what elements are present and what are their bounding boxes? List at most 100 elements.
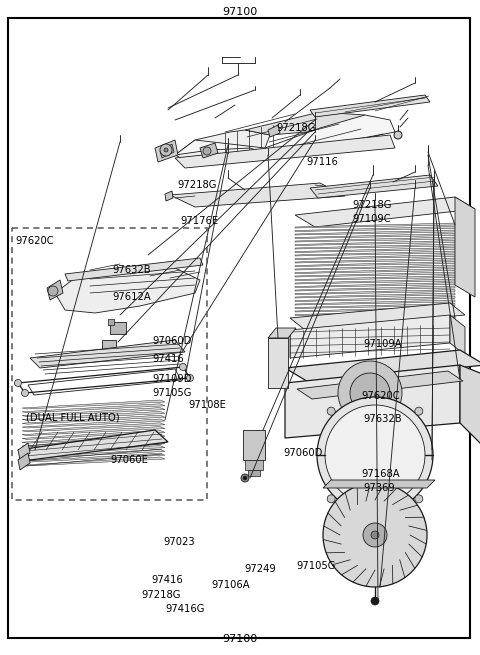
Polygon shape [295, 318, 455, 322]
Circle shape [243, 476, 247, 480]
Text: 97168A: 97168A [361, 468, 399, 479]
Text: 97218G: 97218G [178, 179, 217, 190]
Text: 97369: 97369 [364, 483, 396, 493]
Polygon shape [22, 442, 165, 451]
Text: 97218G: 97218G [142, 590, 181, 600]
Polygon shape [295, 279, 455, 284]
Circle shape [415, 495, 423, 503]
Polygon shape [22, 400, 165, 409]
Polygon shape [22, 407, 165, 417]
Text: 97109D: 97109D [153, 373, 192, 384]
Polygon shape [245, 112, 365, 135]
Polygon shape [22, 453, 165, 462]
Polygon shape [323, 480, 435, 488]
Polygon shape [268, 338, 288, 388]
Polygon shape [155, 140, 178, 162]
Polygon shape [65, 258, 203, 281]
Polygon shape [295, 261, 455, 267]
Text: 97023: 97023 [163, 537, 195, 548]
Text: 97060E: 97060E [110, 455, 148, 466]
Polygon shape [295, 290, 455, 295]
Bar [245, 460, 263, 470]
Polygon shape [310, 175, 438, 198]
Text: 97106A: 97106A [211, 580, 250, 590]
Polygon shape [165, 191, 173, 201]
Polygon shape [295, 227, 455, 231]
Polygon shape [268, 125, 280, 137]
Text: 97060D: 97060D [153, 335, 192, 346]
Text: 97632B: 97632B [364, 414, 402, 424]
Polygon shape [47, 280, 63, 300]
Polygon shape [175, 135, 395, 168]
Circle shape [48, 286, 58, 296]
Polygon shape [22, 445, 165, 455]
Text: 97620C: 97620C [361, 391, 399, 402]
Polygon shape [160, 144, 174, 158]
Polygon shape [22, 434, 165, 443]
Polygon shape [22, 449, 165, 458]
Polygon shape [295, 251, 455, 256]
Polygon shape [285, 365, 460, 438]
Polygon shape [18, 430, 168, 460]
Circle shape [164, 148, 168, 152]
Bar [110, 322, 126, 334]
Polygon shape [22, 430, 165, 440]
Polygon shape [295, 314, 455, 319]
Polygon shape [295, 269, 455, 274]
Polygon shape [295, 276, 455, 280]
Polygon shape [295, 272, 455, 277]
Polygon shape [295, 223, 455, 228]
Circle shape [22, 390, 28, 396]
Polygon shape [295, 282, 455, 288]
Polygon shape [295, 197, 475, 227]
Text: 97060D: 97060D [283, 448, 323, 458]
Text: 97632B: 97632B [113, 265, 151, 275]
Circle shape [241, 474, 249, 482]
Bar [248, 470, 260, 476]
Text: 97218G: 97218G [276, 122, 315, 133]
Circle shape [325, 405, 425, 505]
Polygon shape [295, 310, 455, 316]
Text: 97416: 97416 [151, 575, 183, 586]
Circle shape [371, 597, 379, 605]
Text: 97416: 97416 [153, 354, 184, 364]
Circle shape [371, 531, 379, 539]
Polygon shape [55, 266, 200, 313]
Polygon shape [295, 248, 455, 252]
Text: 97620C: 97620C [15, 236, 54, 246]
Polygon shape [290, 303, 465, 330]
Polygon shape [200, 143, 218, 158]
Polygon shape [18, 453, 30, 470]
Polygon shape [295, 293, 455, 298]
Circle shape [327, 495, 335, 503]
Text: 97100: 97100 [222, 7, 258, 17]
Polygon shape [297, 371, 463, 399]
Polygon shape [295, 258, 455, 263]
Polygon shape [22, 411, 165, 421]
Polygon shape [295, 255, 455, 259]
Bar [104, 350, 114, 356]
Circle shape [350, 373, 390, 413]
Bar [243, 430, 265, 460]
Circle shape [203, 147, 211, 155]
Polygon shape [455, 197, 475, 297]
Polygon shape [295, 286, 455, 291]
Polygon shape [22, 403, 165, 413]
Circle shape [14, 379, 22, 386]
Circle shape [338, 361, 402, 425]
Circle shape [187, 375, 193, 381]
Circle shape [323, 483, 427, 587]
Text: 97416G: 97416G [166, 604, 205, 614]
Circle shape [363, 523, 387, 547]
Polygon shape [18, 443, 30, 460]
Polygon shape [175, 130, 270, 165]
Text: 97109A: 97109A [364, 339, 402, 349]
Polygon shape [295, 297, 455, 301]
Polygon shape [22, 415, 165, 424]
Polygon shape [22, 438, 165, 447]
Bar [12, 228, 207, 500]
Text: 97105G: 97105G [153, 388, 192, 398]
Polygon shape [22, 419, 165, 428]
Polygon shape [30, 340, 185, 368]
Text: 97109C: 97109C [353, 214, 391, 225]
